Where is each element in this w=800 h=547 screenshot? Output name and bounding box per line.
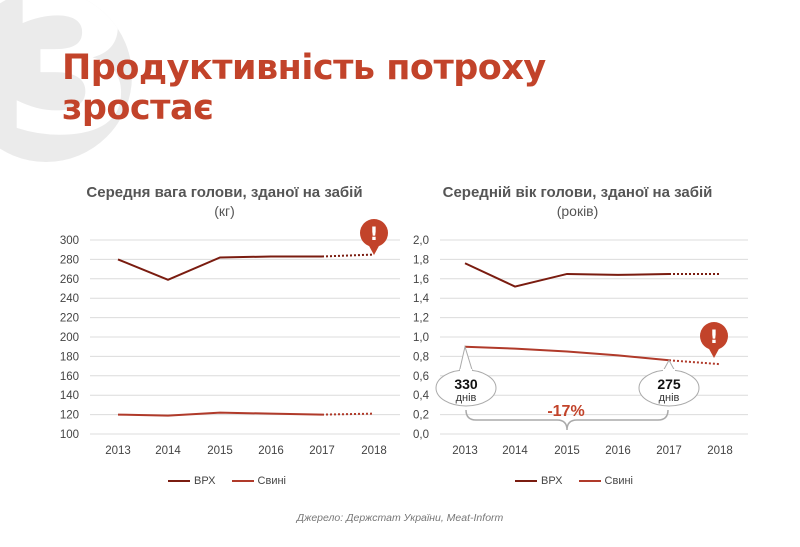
legend-label-pigs: Свині bbox=[604, 475, 633, 487]
x-tick-label: 2018 bbox=[707, 445, 733, 457]
x-tick-label: 2017 bbox=[656, 445, 682, 457]
page-title-line1: Продуктивність потроху bbox=[62, 48, 546, 88]
y-tick-label: 1,6 bbox=[413, 274, 429, 286]
y-tick-label: 180 bbox=[60, 351, 79, 363]
alert-circle bbox=[360, 219, 388, 247]
x-tick-label: 2018 bbox=[361, 445, 387, 457]
y-tick-label: 0,8 bbox=[413, 351, 429, 363]
legend-label-vrh: ВРХ bbox=[194, 475, 216, 487]
exclamation-icon: ! bbox=[700, 322, 728, 358]
callout-joint bbox=[663, 369, 675, 373]
alert-pointer bbox=[368, 244, 380, 255]
x-tick-label: 2013 bbox=[452, 445, 478, 457]
callout-pointer bbox=[458, 344, 474, 374]
chart2-title: Середній вік голови, зданої на забій bbox=[442, 184, 713, 201]
series-line-vrh bbox=[117, 255, 322, 281]
callout-value: 330 bbox=[454, 376, 478, 392]
y-tick-label: 1,2 bbox=[413, 313, 429, 325]
callout-unit: днів bbox=[456, 392, 477, 404]
y-tick-label: 260 bbox=[60, 274, 79, 286]
x-tick-label: 2014 bbox=[155, 445, 181, 457]
chart1-legend: ВРХ Свині bbox=[168, 475, 302, 487]
alert-mark: ! bbox=[370, 223, 379, 245]
legend-swatch-pigs bbox=[231, 480, 254, 482]
y-tick-label: 220 bbox=[60, 313, 79, 325]
exclamation-icon: ! bbox=[360, 219, 388, 255]
y-tick-label: 0,2 bbox=[413, 410, 429, 422]
series-forecast-vrh bbox=[321, 253, 375, 258]
callout-unit: днів bbox=[659, 392, 680, 404]
series-line-pigs bbox=[464, 345, 670, 362]
callout-value: 275 bbox=[657, 376, 681, 392]
y-tick-label: 120 bbox=[60, 410, 79, 422]
x-tick-label: 2015 bbox=[207, 445, 233, 457]
x-tick-label: 2015 bbox=[554, 445, 580, 457]
y-tick-label: 0,4 bbox=[413, 390, 430, 402]
change-label: -17% bbox=[547, 403, 584, 420]
alert-pointer bbox=[708, 347, 720, 358]
alert-mark: ! bbox=[710, 326, 719, 348]
chart1-subtitle: (кг) bbox=[214, 203, 235, 219]
section-number-badge: 3 bbox=[0, 0, 132, 162]
x-tick-label: 2013 bbox=[105, 445, 131, 457]
callout-joint bbox=[460, 369, 472, 373]
source-note: Джерело: Держстат України, Meat-Inform bbox=[296, 512, 504, 524]
legend-swatch-pigs bbox=[578, 480, 601, 482]
x-tick-label: 2016 bbox=[258, 445, 284, 457]
page-title: Продуктивність потроху зростає bbox=[62, 48, 546, 128]
chart1-title: Середня вага голови, зданої на забій bbox=[86, 184, 363, 201]
y-tick-label: 160 bbox=[60, 371, 79, 383]
y-tick-label: 140 bbox=[60, 390, 79, 402]
y-tick-label: 240 bbox=[60, 293, 79, 305]
legend-swatch-vrh bbox=[515, 480, 537, 482]
y-tick-label: 0,6 bbox=[413, 371, 429, 383]
y-tick-label: 0,0 bbox=[413, 429, 429, 441]
alert-circle bbox=[700, 322, 728, 350]
x-tick-label: 2016 bbox=[605, 445, 631, 457]
legend-label-pigs: Свині bbox=[257, 475, 286, 487]
x-tick-label: 2014 bbox=[502, 445, 528, 457]
series-forecast-pigs bbox=[321, 412, 375, 416]
chart2-legend: ВРХ Свині bbox=[515, 475, 649, 487]
page-title-line2: зростає bbox=[62, 88, 214, 128]
y-tick-label: 300 bbox=[60, 235, 79, 247]
section-number: 3 bbox=[4, 0, 132, 162]
change-brace bbox=[465, 409, 669, 431]
y-tick-label: 100 bbox=[60, 429, 79, 441]
series-line-pigs bbox=[117, 411, 323, 417]
legend-label-vrh: ВРХ bbox=[541, 475, 563, 487]
y-tick-label: 280 bbox=[60, 254, 79, 266]
y-tick-label: 200 bbox=[60, 332, 79, 344]
y-tick-label: 1,4 bbox=[413, 293, 430, 305]
y-tick-label: 2,0 bbox=[413, 235, 429, 247]
y-tick-label: 1,8 bbox=[413, 254, 429, 266]
legend-swatch-vrh bbox=[168, 480, 190, 482]
chart2-subtitle: (років) bbox=[556, 203, 599, 219]
series-line-vrh bbox=[464, 262, 670, 288]
y-tick-label: 1,0 bbox=[413, 332, 429, 344]
series-forecast-pigs bbox=[668, 359, 721, 366]
x-tick-label: 2017 bbox=[309, 445, 335, 457]
